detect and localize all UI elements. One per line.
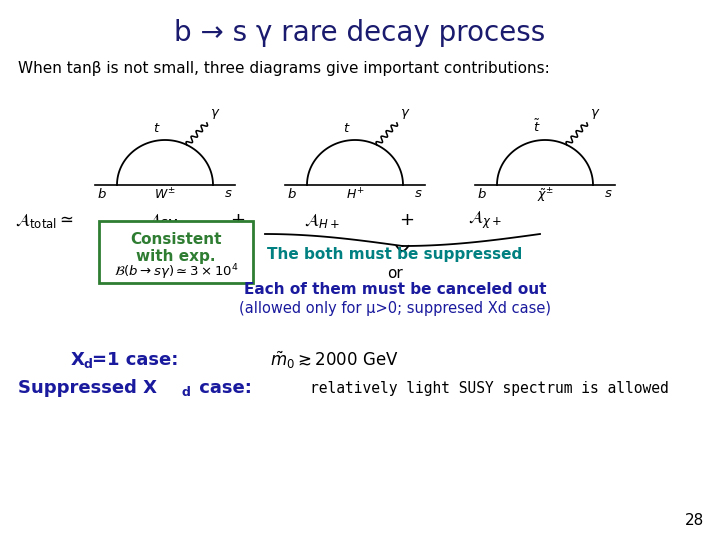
Text: $b$: $b$ [477,187,487,201]
Text: When tanβ is not small, three diagrams give important contributions:: When tanβ is not small, three diagrams g… [18,60,550,76]
Text: $b$: $b$ [287,187,297,201]
Text: $W^{\pm}$: $W^{\pm}$ [154,187,176,202]
Text: with exp.: with exp. [136,249,216,265]
Text: $t$: $t$ [343,122,351,135]
Text: case:: case: [193,379,252,397]
Text: $t$: $t$ [153,122,161,135]
Text: $\mathcal{A}_{H+}$: $\mathcal{A}_{H+}$ [304,211,340,229]
Text: $+$: $+$ [400,211,415,229]
Text: $s$: $s$ [415,187,423,200]
Text: $H^{+}$: $H^{+}$ [346,187,364,202]
Text: Consistent: Consistent [130,232,222,246]
Text: (allowed only for μ>0; suppresed Xd case): (allowed only for μ>0; suppresed Xd case… [239,300,551,315]
Text: The both must be suppressed: The both must be suppressed [267,247,523,262]
Text: $\gamma$: $\gamma$ [210,107,220,121]
FancyBboxPatch shape [99,221,253,283]
Text: $\gamma$: $\gamma$ [590,107,600,121]
Text: $\bf{X}$: $\bf{X}$ [70,351,86,369]
Text: $\tilde{m}_0 \gtrsim 2000\ \mathrm{GeV}$: $\tilde{m}_0 \gtrsim 2000\ \mathrm{GeV}$ [270,349,399,370]
Text: $\mathcal{A}_{\chi+}$: $\mathcal{A}_{\chi+}$ [468,209,502,231]
Text: $+$: $+$ [230,211,246,229]
Text: $\mathcal{A}_{\rm SM}$: $\mathcal{A}_{\rm SM}$ [145,211,179,229]
Text: Suppressed X: Suppressed X [18,379,157,397]
Text: 28: 28 [685,513,704,528]
Text: $\mathcal{A}_{\rm total}\simeq$: $\mathcal{A}_{\rm total}\simeq$ [15,211,74,229]
Text: $s$: $s$ [225,187,233,200]
Text: $\tilde{t}$: $\tilde{t}$ [534,118,541,135]
Text: $\tilde{\chi}^{\pm}$: $\tilde{\chi}^{\pm}$ [537,187,553,205]
Text: $b$: $b$ [97,187,107,201]
Text: Each of them must be canceled out: Each of them must be canceled out [244,282,546,298]
Text: b → s γ rare decay process: b → s γ rare decay process [174,19,546,47]
Text: or: or [387,266,403,280]
Text: =1 case:: =1 case: [92,351,179,369]
Text: relatively light SUSY spectrum is allowed: relatively light SUSY spectrum is allowe… [310,381,669,395]
Text: $\gamma$: $\gamma$ [400,107,410,121]
Text: $\mathcal{B}(b\rightarrow s\gamma)\simeq 3\times10^{4}$: $\mathcal{B}(b\rightarrow s\gamma)\simeq… [114,262,238,282]
Text: d: d [83,357,92,370]
Text: $s$: $s$ [604,187,613,200]
Text: d: d [182,386,191,399]
